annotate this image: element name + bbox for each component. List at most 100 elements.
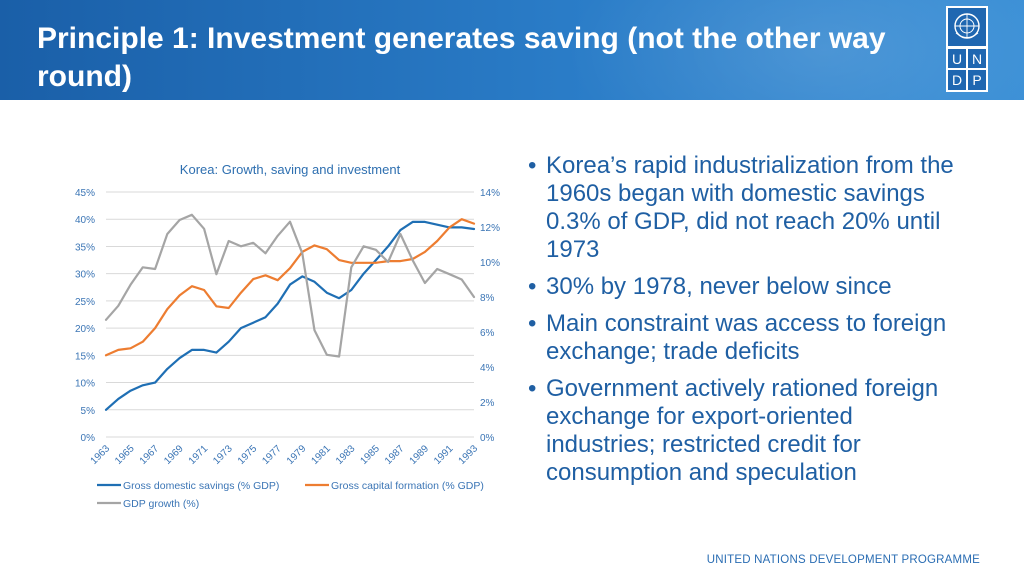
left-axis-tick-label: 35%: [75, 242, 95, 253]
data-point: [460, 226, 463, 229]
data-point: [326, 248, 328, 250]
data-point: [289, 283, 291, 286]
data-point: [436, 268, 439, 270]
data-point: [252, 278, 254, 280]
data-point: [264, 252, 267, 255]
logo-letter-p: P: [972, 72, 981, 88]
data-point: [436, 240, 439, 242]
data-point: [338, 355, 340, 358]
data-point: [178, 219, 181, 221]
right-axis-tick-label: 8%: [480, 293, 495, 304]
data-point: [362, 261, 365, 264]
data-point: [362, 272, 365, 275]
left-axis-tick-label: 0%: [81, 433, 96, 444]
right-axis-tick-label: 6%: [480, 328, 495, 339]
data-point: [154, 381, 156, 384]
data-point: [203, 349, 205, 351]
data-point: [350, 266, 353, 269]
data-point: [240, 327, 242, 329]
chart-title: Korea: Growth, saving and investment: [180, 162, 401, 177]
title-banner: Principle 1: Investment generates saving…: [0, 0, 1024, 100]
data-point: [436, 223, 439, 226]
logo-letter-u: U: [952, 51, 962, 67]
data-point: [264, 274, 267, 277]
chart-container: Korea: Growth, saving and investment 0% 5%…: [62, 155, 512, 525]
data-point: [264, 316, 267, 319]
data-point: [313, 244, 316, 247]
data-point: [375, 261, 377, 264]
x-axis-tick-label: 1963: [89, 443, 113, 467]
x-axis-tick-label: 1967: [138, 443, 162, 467]
left-axis-tick-label: 20%: [75, 324, 95, 335]
data-point: [399, 233, 402, 235]
data-point: [252, 321, 254, 324]
legend-label: GDP growth (%): [123, 498, 199, 510]
logo-letter-n: N: [972, 51, 982, 67]
data-point: [117, 304, 120, 307]
data-point: [375, 259, 377, 261]
bullet-item: 30% by 1978, never below since: [528, 273, 968, 301]
x-axis-tick-label: 1973: [211, 443, 235, 467]
data-point: [350, 289, 353, 291]
data-point: [350, 261, 353, 264]
x-axis-tick-label: 1993: [457, 443, 481, 467]
x-axis-tick-label: 1991: [432, 443, 456, 467]
undp-logo: U N D P: [946, 6, 988, 92]
data-point: [154, 327, 156, 329]
data-point: [424, 251, 426, 253]
data-point: [276, 279, 279, 281]
data-point: [129, 389, 132, 392]
data-point: [301, 275, 304, 278]
right-axis-tick-label: 10%: [480, 258, 500, 269]
x-axis-tick-label: 1975: [236, 443, 260, 467]
left-axis-tick-label: 30%: [75, 270, 95, 281]
data-point: [142, 340, 144, 343]
data-point: [448, 226, 451, 229]
data-point: [326, 291, 328, 294]
legend-label: Gross domestic savings (% GDP): [123, 480, 279, 492]
data-point: [362, 245, 365, 248]
data-point: [276, 234, 279, 237]
data-point: [203, 227, 205, 230]
data-point: [473, 296, 475, 298]
left-axis-tick-label: 10%: [75, 379, 95, 390]
data-point: [105, 408, 107, 411]
data-point: [289, 220, 291, 223]
data-point: [227, 240, 230, 242]
data-point: [387, 261, 389, 263]
data-point: [191, 349, 193, 351]
data-point: [227, 307, 230, 309]
left-axis-tick-label: 40%: [75, 215, 95, 226]
data-point: [460, 218, 463, 221]
data-point: [411, 221, 414, 223]
data-point: [289, 267, 291, 270]
data-point: [424, 282, 426, 284]
data-point: [215, 351, 218, 354]
data-point: [460, 278, 463, 281]
data-point: [387, 245, 389, 248]
line-chart: Korea: Growth, saving and investment 0% 5%…: [75, 162, 500, 510]
right-axis-tick-label: 14%: [480, 188, 500, 199]
data-point: [424, 221, 426, 223]
x-axis-tick-label: 1981: [309, 443, 333, 467]
data-point: [473, 228, 475, 230]
data-point: [105, 354, 107, 357]
data-point: [166, 368, 169, 370]
data-point: [154, 268, 156, 270]
bullet-item: Government actively rationed foreign exc…: [528, 375, 968, 487]
data-point: [117, 398, 120, 400]
right-axis-tick-label: 0%: [480, 433, 495, 444]
data-point: [166, 308, 169, 310]
left-axis-tick-label: 15%: [75, 351, 95, 362]
data-point: [338, 259, 340, 261]
data-point: [313, 281, 316, 283]
data-point: [473, 222, 475, 225]
bullet-item: Korea’s rapid industrialization from the…: [528, 152, 968, 264]
data-point: [411, 259, 414, 262]
x-axis-tick-label: 1989: [408, 443, 432, 467]
x-axis-tick-label: 1985: [358, 443, 382, 467]
bullet-list: Korea’s rapid industrialization from the…: [528, 152, 968, 496]
x-axis-tick-label: 1987: [383, 443, 407, 467]
data-point: [142, 384, 144, 387]
x-axis-tick-label: 1983: [334, 443, 358, 467]
